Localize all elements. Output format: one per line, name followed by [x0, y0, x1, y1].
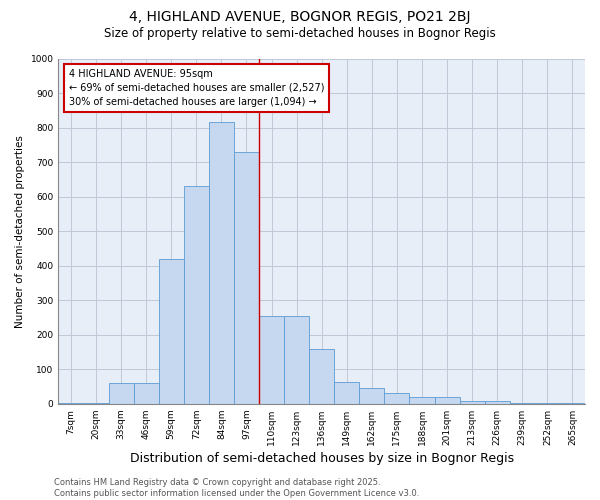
Bar — [309, 348, 334, 404]
Text: Size of property relative to semi-detached houses in Bognor Regis: Size of property relative to semi-detach… — [104, 28, 496, 40]
Bar — [359, 388, 385, 404]
Bar — [334, 382, 359, 404]
Text: 4, HIGHLAND AVENUE, BOGNOR REGIS, PO21 2BJ: 4, HIGHLAND AVENUE, BOGNOR REGIS, PO21 2… — [129, 10, 471, 24]
Bar — [460, 401, 485, 404]
Bar — [535, 403, 560, 404]
Bar — [434, 397, 460, 404]
Bar — [159, 259, 184, 404]
Bar — [134, 383, 159, 404]
Bar — [58, 403, 83, 404]
Text: 4 HIGHLAND AVENUE: 95sqm
← 69% of semi-detached houses are smaller (2,527)
30% o: 4 HIGHLAND AVENUE: 95sqm ← 69% of semi-d… — [69, 69, 325, 107]
Bar — [385, 393, 409, 404]
Bar — [209, 122, 234, 404]
Bar — [485, 401, 510, 404]
Text: Contains HM Land Registry data © Crown copyright and database right 2025.
Contai: Contains HM Land Registry data © Crown c… — [54, 478, 419, 498]
Bar — [510, 403, 535, 404]
Bar — [184, 186, 209, 404]
Bar — [409, 397, 434, 404]
Bar — [259, 316, 284, 404]
Bar — [83, 403, 109, 404]
Bar — [560, 403, 585, 404]
Bar — [284, 316, 309, 404]
Bar — [234, 152, 259, 404]
Y-axis label: Number of semi-detached properties: Number of semi-detached properties — [15, 134, 25, 328]
Bar — [109, 383, 134, 404]
X-axis label: Distribution of semi-detached houses by size in Bognor Regis: Distribution of semi-detached houses by … — [130, 452, 514, 465]
